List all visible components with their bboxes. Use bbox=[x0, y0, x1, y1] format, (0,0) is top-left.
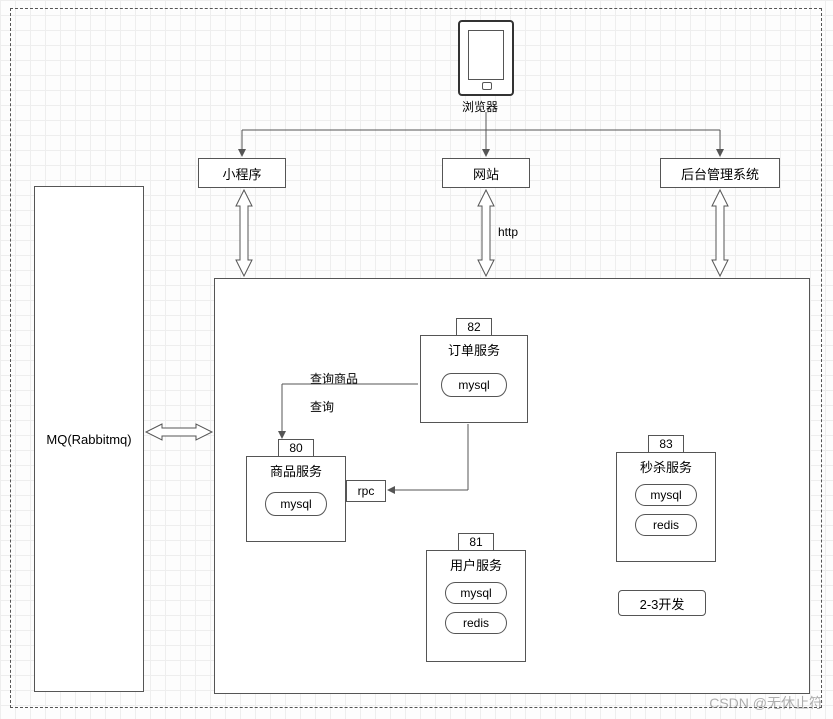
user-port-label: 81 bbox=[469, 535, 482, 549]
seckill-db2-label: redis bbox=[653, 518, 679, 532]
client-website: 网站 bbox=[442, 158, 530, 188]
client-miniapp-label: 小程序 bbox=[222, 164, 261, 183]
order-service-name: 订单服务 bbox=[421, 340, 527, 359]
dev-box: 2-3开发 bbox=[618, 590, 706, 616]
mq-label: MQ(Rabbitmq) bbox=[46, 432, 131, 447]
user-db-mysql: mysql bbox=[445, 582, 507, 604]
product-service-name: 商品服务 bbox=[247, 461, 345, 480]
user-service-name: 用户服务 bbox=[427, 555, 525, 574]
rpc-label: rpc bbox=[358, 484, 375, 498]
seckill-db-redis: redis bbox=[635, 514, 697, 536]
browser-device-icon bbox=[458, 20, 514, 96]
product-db-label: mysql bbox=[280, 497, 311, 511]
seckill-db-mysql: mysql bbox=[635, 484, 697, 506]
user-db-redis: redis bbox=[445, 612, 507, 634]
seckill-port: 83 bbox=[648, 435, 684, 453]
user-port: 81 bbox=[458, 533, 494, 551]
user-db1-label: mysql bbox=[460, 586, 491, 600]
client-miniapp: 小程序 bbox=[198, 158, 286, 188]
user-service: 用户服务 mysql redis bbox=[426, 550, 526, 662]
rpc-box: rpc bbox=[346, 480, 386, 502]
watermark: CSDN @无休止符 bbox=[709, 693, 823, 713]
order-db-label: mysql bbox=[458, 378, 489, 392]
order-service: 订单服务 mysql bbox=[420, 335, 528, 423]
client-admin-label: 后台管理系统 bbox=[681, 164, 759, 183]
order-port: 82 bbox=[456, 318, 492, 336]
seckill-db1-label: mysql bbox=[650, 488, 681, 502]
http-label: http bbox=[498, 225, 518, 239]
dev-label: 2-3开发 bbox=[640, 594, 685, 613]
order-port-label: 82 bbox=[467, 320, 480, 334]
product-db-mysql: mysql bbox=[265, 492, 327, 516]
product-port: 80 bbox=[278, 439, 314, 457]
client-website-label: 网站 bbox=[473, 164, 499, 183]
product-port-label: 80 bbox=[289, 441, 302, 455]
user-db2-label: redis bbox=[463, 616, 489, 630]
query-label: 查询 bbox=[310, 398, 334, 415]
product-service: 商品服务 mysql bbox=[246, 456, 346, 542]
seckill-service: 秒杀服务 mysql redis bbox=[616, 452, 716, 562]
seckill-service-name: 秒杀服务 bbox=[617, 457, 715, 476]
query-product-label: 查询商品 bbox=[310, 370, 358, 387]
client-admin: 后台管理系统 bbox=[660, 158, 780, 188]
seckill-port-label: 83 bbox=[659, 437, 672, 451]
mq-box: MQ(Rabbitmq) bbox=[34, 186, 144, 692]
order-db-mysql: mysql bbox=[441, 373, 507, 397]
browser-label: 浏览器 bbox=[462, 98, 498, 115]
